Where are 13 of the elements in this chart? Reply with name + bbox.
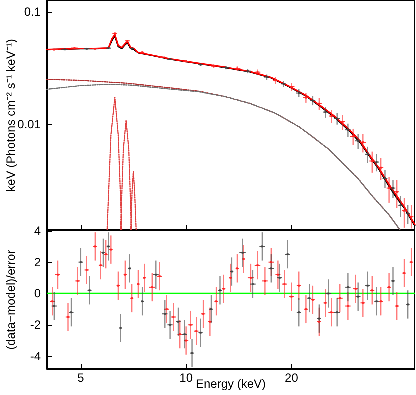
y-tick-label: 4: [34, 224, 42, 238]
y-tick-label: 0: [34, 286, 42, 301]
x-tick-label: 20: [285, 371, 299, 385]
y-tick-label: 2: [34, 255, 42, 270]
y-tick-label: 0.01: [18, 117, 42, 132]
y-tick-label: 0.1: [24, 4, 42, 19]
x-tick-label: 10: [180, 371, 194, 385]
y-axis-title: keV (Photons cm⁻² s⁻¹ keV⁻¹): [4, 39, 18, 192]
y-tick-label: -2: [30, 318, 42, 332]
x-tick-label: 5: [78, 371, 85, 385]
x-axis-title: Energy (keV): [196, 377, 266, 391]
y-axis-title: (data−model)/error: [4, 250, 18, 350]
y-tick-label: -4: [30, 349, 42, 364]
